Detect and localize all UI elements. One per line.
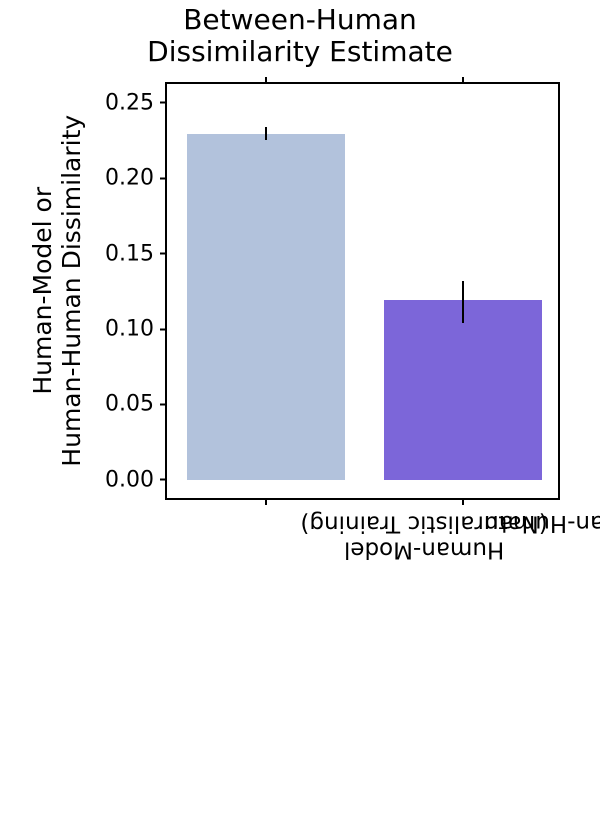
y-tick-label: 0.00 — [105, 467, 158, 492]
chart-title: Between-Human Dissimilarity Estimate — [0, 4, 600, 68]
y-tick-mark — [160, 177, 167, 179]
y-tick: 0.25 — [105, 90, 167, 115]
y-tick-mark — [160, 328, 167, 330]
x-axis-labels: Human-Model (Naturalistic Training)Human… — [165, 510, 560, 810]
y-tick-label: 0.15 — [105, 241, 158, 266]
y-tick-mark — [160, 479, 167, 481]
x-tick-mark-top — [265, 77, 267, 84]
x-tick-mark-top — [462, 77, 464, 84]
y-tick-label: 0.25 — [105, 90, 158, 115]
y-tick-label: 0.20 — [105, 166, 158, 191]
bar — [187, 134, 345, 480]
y-tick-mark — [160, 253, 167, 255]
y-axis-label-text: Human-Model or Human-Human Dissimilarity — [29, 115, 87, 467]
y-tick-mark — [160, 403, 167, 405]
y-tick-label: 0.05 — [105, 392, 158, 417]
y-tick-mark — [160, 102, 167, 104]
plot-area: 0.000.050.100.150.200.25 — [165, 82, 560, 500]
chart-root: Between-Human Dissimilarity Estimate Hum… — [0, 0, 600, 818]
y-tick: 0.10 — [105, 317, 167, 342]
y-tick-label: 0.10 — [105, 317, 158, 342]
x-tick-mark — [462, 498, 464, 505]
x-axis-category-label: Human-Human — [484, 510, 600, 536]
x-tick-mark — [265, 498, 267, 505]
y-tick: 0.15 — [105, 241, 167, 266]
error-bar — [462, 281, 464, 323]
y-tick: 0.00 — [105, 467, 167, 492]
y-tick: 0.20 — [105, 166, 167, 191]
y-tick: 0.05 — [105, 392, 167, 417]
error-bar — [265, 127, 267, 141]
y-axis-label: Human-Model or Human-Human Dissimilarity — [28, 82, 88, 500]
bar — [384, 300, 542, 480]
